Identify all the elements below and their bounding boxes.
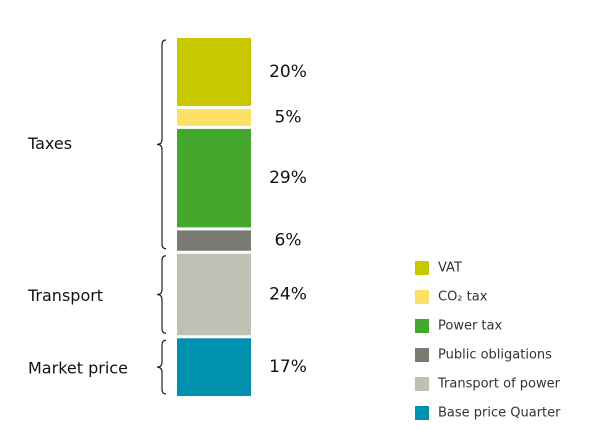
value-label: 24% (269, 285, 307, 305)
legend-label: CO₂ tax (438, 290, 488, 305)
brace (156, 255, 167, 334)
value-label: 17% (269, 357, 307, 377)
brace (156, 39, 167, 250)
legend-swatch (415, 261, 429, 275)
bar-segment (177, 108, 251, 126)
legend-label: VAT (438, 261, 462, 276)
bar-segment (177, 230, 251, 251)
bar-segment (177, 338, 251, 396)
group-label: Market price (28, 359, 128, 378)
value-label: 6% (275, 231, 302, 251)
legend-swatch (415, 290, 429, 304)
brace (156, 339, 167, 395)
legend-label: Power tax (438, 319, 503, 334)
value-label: 20% (269, 62, 307, 82)
bar-segment (177, 128, 251, 228)
value-label: 5% (275, 107, 302, 127)
bar-segment (177, 253, 251, 336)
bar-segment (177, 38, 251, 106)
legend-label: Transport of power (437, 377, 561, 392)
legend-swatch (415, 348, 429, 362)
group-label: Taxes (27, 134, 72, 153)
legend-label: Base price Quarter (438, 406, 561, 421)
group-label: Transport (27, 286, 103, 305)
legend-label: Public obligations (438, 348, 552, 363)
legend-swatch (415, 406, 429, 420)
legend-swatch (415, 377, 429, 391)
legend-swatch (415, 319, 429, 333)
value-label: 29% (269, 168, 307, 188)
